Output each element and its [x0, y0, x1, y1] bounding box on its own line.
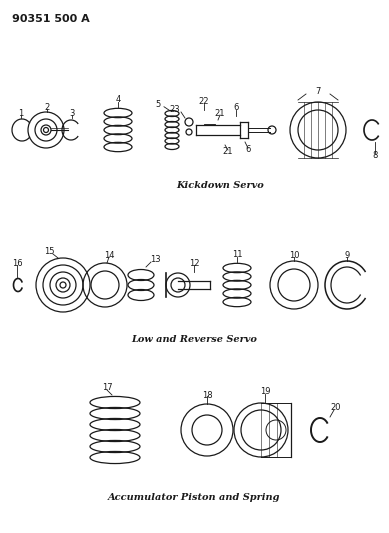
Text: 1: 1 — [18, 109, 24, 117]
Text: 6: 6 — [233, 103, 239, 112]
Text: 2: 2 — [44, 102, 50, 111]
Text: 19: 19 — [260, 387, 270, 397]
Text: 7: 7 — [315, 87, 321, 96]
Text: 17: 17 — [102, 384, 112, 392]
Text: 3: 3 — [69, 109, 75, 117]
Text: 15: 15 — [44, 247, 54, 256]
Text: 18: 18 — [202, 391, 212, 400]
Text: 21: 21 — [223, 148, 233, 157]
Text: 4: 4 — [116, 95, 121, 104]
Text: 9: 9 — [344, 251, 350, 260]
Text: 5: 5 — [155, 100, 161, 109]
Text: 8: 8 — [372, 150, 378, 159]
Text: 22: 22 — [199, 98, 209, 107]
Text: Low and Reverse Servo: Low and Reverse Servo — [131, 335, 257, 344]
Text: 11: 11 — [232, 251, 242, 259]
Text: 20: 20 — [331, 403, 341, 413]
Text: 14: 14 — [104, 251, 114, 260]
Text: Kickdown Servo: Kickdown Servo — [176, 182, 264, 190]
Text: 21: 21 — [215, 109, 225, 117]
Text: 23: 23 — [170, 106, 180, 115]
Text: 12: 12 — [189, 259, 199, 268]
Text: Accumulator Piston and Spring: Accumulator Piston and Spring — [108, 492, 280, 502]
Text: 90351 500 A: 90351 500 A — [12, 14, 90, 24]
Text: 6: 6 — [245, 146, 251, 155]
Text: 13: 13 — [150, 255, 160, 264]
Text: 10: 10 — [289, 251, 299, 260]
Text: 16: 16 — [12, 259, 22, 268]
